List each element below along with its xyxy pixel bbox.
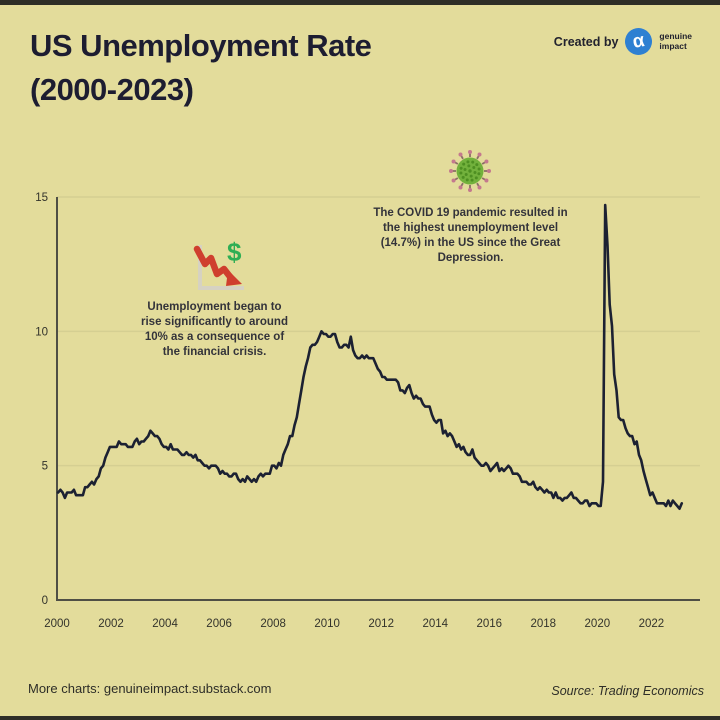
crisis-annotation-text: Unemployment began to rise significantly… [141, 301, 288, 358]
virus-dot [465, 178, 469, 182]
virus-dot [472, 165, 476, 169]
virus-dot [471, 160, 475, 164]
y-tick-label: 0 [42, 595, 48, 607]
x-tick-label: 2008 [260, 618, 286, 630]
virus-spike-tip [458, 185, 463, 190]
virus-spike-tip [468, 188, 472, 192]
y-tick-label: 5 [42, 461, 48, 473]
x-tick-label: 2020 [585, 618, 611, 630]
virus-dot [477, 172, 481, 176]
x-tick-label: 2022 [639, 618, 665, 630]
x-tick-label: 2016 [476, 618, 502, 630]
falling-chart-dollar-icon: $ [193, 237, 244, 290]
virus-icon [449, 150, 491, 192]
unemployment-rate-line [56, 203, 684, 511]
virus-spike-tip [458, 152, 463, 157]
x-tick-label: 2002 [98, 618, 124, 630]
more-charts-link[interactable]: More charts: genuineimpact.substack.com [28, 681, 272, 696]
x-tick-label: 2000 [44, 618, 70, 630]
y-tick-label: 15 [35, 192, 48, 204]
virus-dot [462, 162, 466, 166]
virus-spike-tip [449, 169, 453, 173]
virus-spike-tip [484, 159, 489, 164]
top-edge-bar [0, 0, 720, 5]
x-tick-label: 2012 [368, 618, 394, 630]
x-tick-label: 2018 [531, 618, 557, 630]
covid-annotation-text: The COVID 19 pandemic resulted in the hi… [373, 207, 568, 264]
virus-spike-tip [477, 185, 482, 190]
brand-name: genuine impact [659, 31, 692, 51]
virus-dot [459, 166, 463, 170]
y-tick-label: 10 [35, 326, 48, 338]
virus-dot [470, 178, 474, 182]
created-by-label: Created by [553, 34, 619, 49]
virus-spike-tip [487, 169, 491, 173]
virus-dot [473, 171, 477, 175]
virus-dot [466, 160, 470, 164]
source-credit: Source: Trading Economics [551, 684, 704, 698]
virus-spike-tip [484, 178, 489, 183]
dollar-icon: $ [227, 237, 242, 267]
virus-spike-tip [451, 159, 456, 164]
x-tick-label: 2006 [206, 618, 232, 630]
created-by-block: Created by α genuine impact [553, 25, 692, 58]
virus-dot [459, 171, 463, 175]
virus-dot [463, 167, 467, 171]
virus-dot [469, 174, 473, 178]
arrow-head [226, 270, 242, 286]
virus-spike-tip [468, 150, 472, 154]
virus-dot [467, 164, 471, 168]
virus-dot [468, 169, 472, 173]
virus-dot [474, 176, 478, 180]
virus-dot [475, 163, 479, 167]
virus-dot [461, 175, 465, 179]
bottom-edge-bar [0, 716, 720, 720]
x-tick-label: 2014 [422, 618, 448, 630]
falling-line [193, 245, 235, 282]
virus-spike-tip [451, 178, 456, 183]
virus-spike-tip [477, 152, 482, 157]
page-title: US Unemployment Rate (2000-2023) [30, 28, 372, 107]
virus-dot [477, 167, 481, 171]
x-tick-label: 2004 [152, 618, 178, 630]
x-tick-label: 2010 [314, 618, 340, 630]
virus-dot [464, 173, 468, 177]
